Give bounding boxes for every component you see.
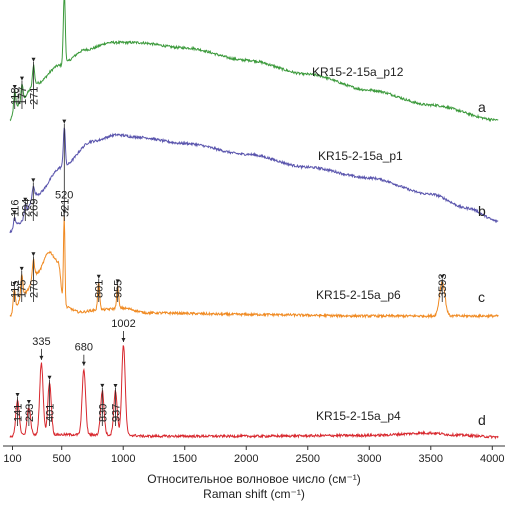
peak-label-a-118: 118: [10, 87, 22, 105]
x-tick-label-100: 100: [3, 453, 21, 465]
peak-label-d-141: 141: [13, 404, 25, 422]
spectrum-line-b: [9, 127, 499, 234]
x-tick-label-3500: 3500: [419, 453, 443, 465]
peak-label-b-521: 521: [59, 199, 71, 217]
peak-label-c-115: 115: [9, 280, 21, 298]
peak-label-c-175: 175: [17, 280, 29, 298]
panel-letter-d: d: [478, 412, 486, 428]
peak-arrowhead-c-801: [96, 274, 101, 279]
peak-arrowhead-d-680: [81, 361, 86, 366]
peak-label-c-955: 955: [113, 280, 125, 298]
peak-label-b-204: 204: [20, 199, 32, 217]
panel-letter-a: a: [478, 99, 486, 115]
x-axis-title-ru: Относительное волновое число (см⁻¹): [147, 472, 361, 486]
peak-arrowhead-a-271: [31, 57, 36, 62]
x-axis-title-en: Raman shift (cm⁻¹): [203, 487, 305, 501]
x-tick-label-500: 500: [53, 453, 71, 465]
x-tick-label-2000: 2000: [234, 453, 258, 465]
peak-label-b-116: 116: [9, 199, 21, 217]
peak-label-d-335: 335: [32, 336, 50, 348]
spectrum-line-d: [9, 345, 499, 440]
peak-label-d-937: 937: [110, 404, 122, 422]
x-axis: 100 500 1000 1500 2000 2500 3000 3500 4000: [3, 445, 505, 465]
peak-arrowhead-c-115: [12, 282, 17, 287]
peak-label-a-177: 177: [17, 87, 29, 105]
peak-label-c-3593: 3593: [437, 274, 449, 298]
series-label-d: KR15-2-15a_p4: [316, 409, 401, 423]
peak-arrowhead-c-520: [62, 209, 67, 214]
spectrum-line-c: [9, 216, 499, 320]
x-tick-label-1000: 1000: [111, 453, 135, 465]
peak-arrowhead-d-141: [15, 392, 20, 397]
peak-label-c-270: 270: [28, 280, 40, 298]
peak-label-d-233: 233: [24, 404, 36, 422]
peak-arrowhead-c-270: [31, 252, 36, 257]
peak-arrowhead-c-955: [115, 279, 120, 284]
peak-label-b-269: 269: [28, 199, 40, 217]
series-label-a: KR15-2-15a_p12: [312, 65, 404, 79]
peak-arrowhead-c-3593: [440, 275, 445, 279]
x-tick-label-1500: 1500: [172, 453, 196, 465]
peak-arrowhead-a-177: [19, 76, 24, 81]
peak-arrowhead-d-830: [100, 383, 105, 388]
peak-arrowhead-d-1002: [121, 338, 126, 343]
spectrum-line-a: [9, 0, 499, 123]
series-label-b: KR15-2-15a_p1: [318, 149, 403, 163]
peak-arrowhead-d-233: [26, 399, 31, 404]
x-tick-label-3000: 3000: [357, 453, 381, 465]
peak-arrowhead-c-175: [19, 266, 24, 271]
peak-label-d-830: 830: [97, 404, 109, 422]
peak-arrowhead-b-116: [12, 210, 17, 215]
panel-letter-b: b: [478, 203, 486, 219]
peak-label-d-1002: 1002: [111, 318, 135, 330]
series-label-c: KR15-2-15a_p6: [316, 288, 401, 302]
peak-label-c-801: 801: [94, 280, 106, 298]
peak-label-d-680: 680: [75, 342, 93, 354]
peak-label-d-401: 401: [45, 404, 57, 422]
spectra-layer: [9, 0, 499, 440]
peak-label-a-271: 271: [29, 87, 41, 105]
panel-letter-c: c: [478, 289, 485, 305]
x-tick-label-4000: 4000: [480, 453, 504, 465]
peak-label-c-520: 520: [55, 190, 73, 202]
peak-arrowhead-d-335: [39, 355, 44, 360]
peak-arrowhead-d-937: [113, 383, 118, 388]
peak-arrowhead-b-521: [62, 119, 67, 124]
peak-arrowhead-b-204: [23, 197, 28, 202]
peak-arrowhead-b-269: [31, 178, 36, 183]
peak-arrowhead-a-118: [12, 84, 17, 89]
x-tick-label-2500: 2500: [296, 453, 320, 465]
peak-arrowhead-d-401: [47, 375, 52, 380]
